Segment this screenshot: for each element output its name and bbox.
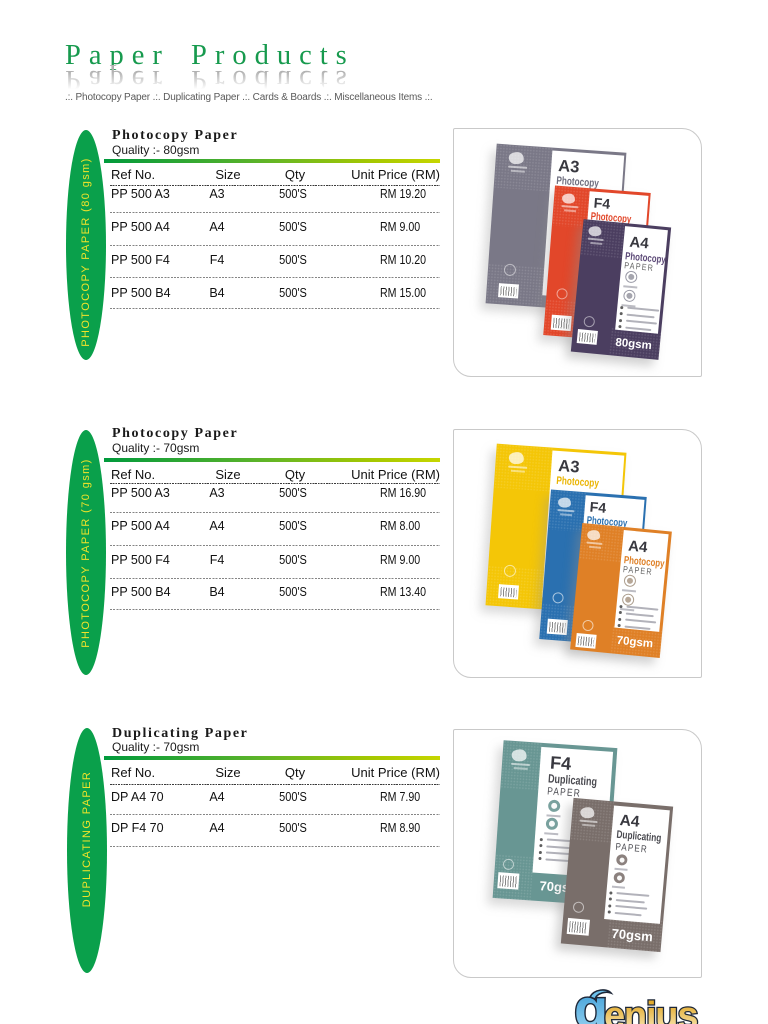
svg-text:enius: enius (604, 995, 697, 1024)
